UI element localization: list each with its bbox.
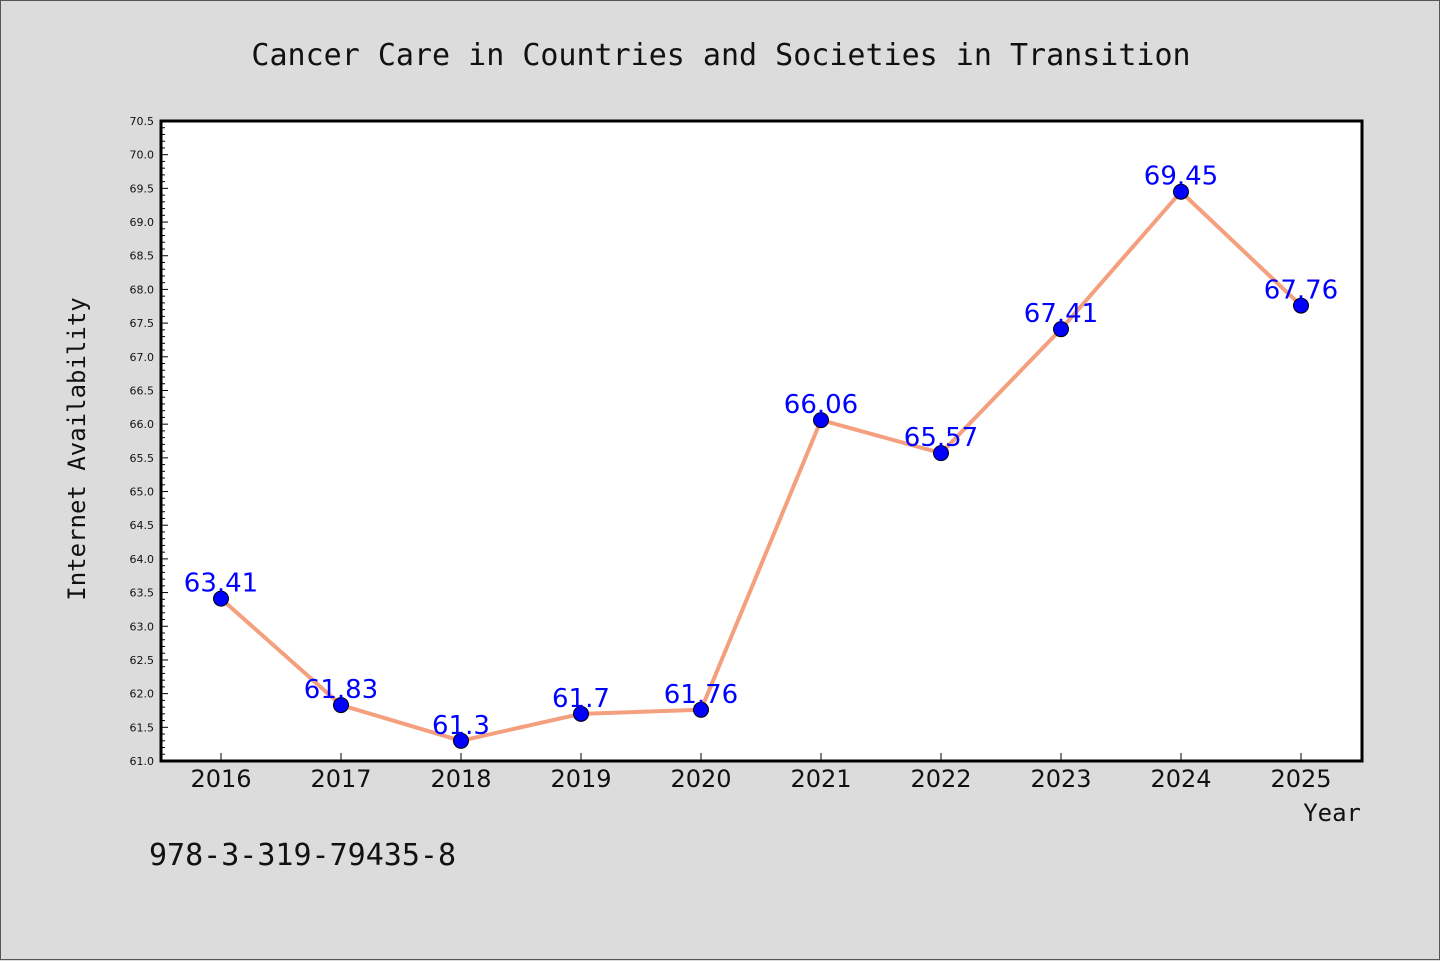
data-label: 65.57 (904, 423, 978, 453)
x-tick-label: 2019 (550, 765, 611, 793)
data-point (213, 590, 229, 607)
y-tick-label: 62.5 (130, 654, 155, 667)
y-tick-label: 65.0 (130, 486, 155, 499)
y-tick-label: 62.0 (130, 688, 155, 701)
y-tick-label: 70.5 (130, 115, 155, 128)
y-tick-label: 67.5 (130, 317, 155, 330)
y-tick-label: 63.5 (130, 587, 155, 600)
x-tick-label: 2017 (310, 765, 371, 793)
x-tick-label: 2018 (430, 765, 491, 793)
data-label: 66.06 (784, 390, 858, 420)
y-tick-label: 65.5 (130, 452, 155, 465)
y-tick-label: 69.5 (130, 182, 155, 195)
y-tick-label: 70.0 (130, 149, 155, 162)
data-point (1053, 321, 1069, 338)
x-tick-label: 2021 (790, 765, 851, 793)
y-tick-label: 66.5 (130, 384, 155, 397)
x-tick-label: 2022 (910, 765, 971, 793)
data-label: 61.76 (664, 680, 738, 710)
y-tick-label: 68.5 (130, 250, 155, 263)
chart-title: Cancer Care in Countries and Societies i… (251, 38, 1190, 73)
y-tick-label: 61.0 (130, 755, 155, 768)
data-point (1293, 297, 1309, 314)
y-tick-label: 66.0 (130, 418, 155, 431)
y-axis: 61.0 61.5 62.0 62.5 63.0 63.5 64.0 64.5 65.0 65.5… (130, 115, 168, 768)
data-label: 61.7 (552, 684, 610, 714)
y-tick-label: 68.0 (130, 283, 155, 296)
isbn-code: 978-3-319-79435-8 (149, 838, 456, 873)
data-label: 67.41 (1024, 299, 1098, 329)
data-labels: 63.41 61.83 61.3 61.7 61.76 66.06 65.57 67.41 69… (184, 162, 1338, 741)
data-point (933, 445, 949, 462)
data-point (1173, 183, 1189, 200)
data-label: 61.83 (304, 675, 378, 705)
x-tick-label: 2020 (670, 765, 731, 793)
series-line (219, 189, 1303, 743)
data-label: 69.45 (1144, 162, 1218, 192)
y-tick-label: 61.5 (130, 721, 155, 734)
y-axis-title: Internet Availability (63, 297, 91, 600)
y-tick-label: 67.0 (130, 351, 155, 364)
series-group (213, 183, 1309, 749)
x-axis-title: Year (1303, 799, 1361, 827)
y-tick-label: 69.0 (130, 216, 155, 229)
x-tick-label: 2024 (1150, 765, 1211, 793)
x-tick-label: 2025 (1270, 765, 1331, 793)
data-point (573, 705, 589, 722)
x-tick-label: 2023 (1030, 765, 1091, 793)
data-label: 67.76 (1264, 276, 1338, 306)
x-tick-label: 2016 (190, 765, 251, 793)
data-label: 63.41 (184, 569, 258, 599)
data-point (813, 412, 829, 429)
plot-area (159, 119, 1364, 763)
y-tick-label: 63.0 (130, 620, 155, 633)
data-point (453, 732, 469, 749)
data-point (333, 697, 349, 714)
x-axis: 2016 2017 2018 2019 2020 2021 2022 2023 2024 2025 (190, 753, 1332, 793)
y-tick-label: 64.0 (130, 553, 155, 566)
data-label: 61.3 (432, 711, 490, 741)
y-tick-label: 64.5 (130, 519, 155, 532)
data-point (693, 701, 709, 718)
